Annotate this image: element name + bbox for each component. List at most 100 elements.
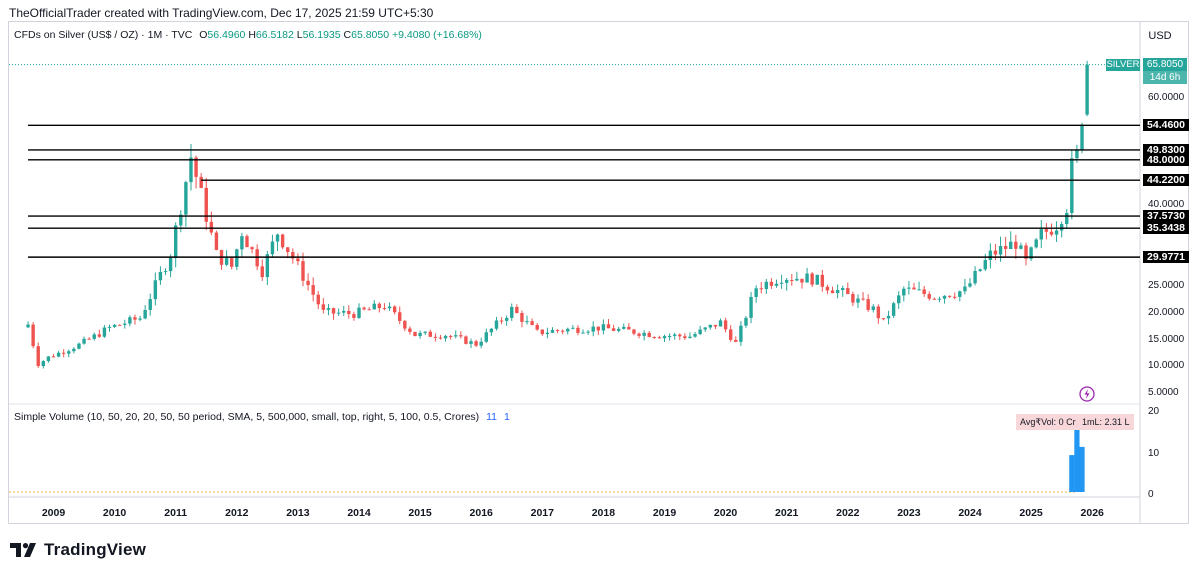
candle xyxy=(301,261,305,281)
candle xyxy=(357,307,361,318)
level-price-label: 44.2200 xyxy=(1143,174,1189,187)
candle xyxy=(841,288,845,291)
candle xyxy=(265,254,270,278)
candle xyxy=(713,324,718,327)
candle xyxy=(31,324,35,347)
candle xyxy=(958,291,962,297)
candle xyxy=(1054,230,1059,235)
volume-value-a: 11 xyxy=(486,411,498,423)
chart-panel[interactable] xyxy=(8,21,1189,524)
x-tick-label: 2009 xyxy=(42,507,66,519)
candle xyxy=(515,306,519,313)
candle xyxy=(1070,158,1074,213)
candle xyxy=(107,326,112,328)
candle xyxy=(1085,64,1089,115)
candle xyxy=(1019,245,1023,249)
candle xyxy=(861,298,865,300)
open-value: 56.4960 xyxy=(207,29,246,41)
level-price-label: 48.0000 xyxy=(1143,153,1189,166)
tradingview-logo-icon xyxy=(10,543,36,557)
candle xyxy=(286,247,290,253)
x-tick-label: 2016 xyxy=(470,507,494,519)
volume-tick-label: 20 xyxy=(1148,406,1160,417)
volume-tick-label: 10 xyxy=(1148,448,1160,459)
candle xyxy=(342,310,346,313)
candle xyxy=(596,326,601,331)
candle xyxy=(810,273,814,285)
candle xyxy=(846,288,850,295)
currency-button[interactable]: USD xyxy=(1148,30,1172,42)
volume-legend-text: Simple Volume (10, 50, 20, 20, 50, 50 pe… xyxy=(14,411,480,423)
low-label: L xyxy=(296,29,303,41)
high-label: H xyxy=(248,29,256,41)
candle xyxy=(718,320,723,327)
candle xyxy=(443,335,448,339)
candle xyxy=(61,352,66,354)
attribution-text: TheOfficialTrader created with TradingVi… xyxy=(9,6,434,20)
candle xyxy=(250,247,254,250)
candle xyxy=(820,274,825,287)
candle xyxy=(387,306,392,309)
candle xyxy=(347,310,351,315)
candle xyxy=(204,187,208,222)
open-label: O xyxy=(199,29,208,41)
candle xyxy=(36,346,40,367)
candle xyxy=(647,332,651,338)
candle xyxy=(138,318,142,320)
candle xyxy=(199,176,203,188)
candle xyxy=(372,303,376,310)
candle xyxy=(392,306,397,313)
candle xyxy=(703,327,707,330)
candle xyxy=(464,336,468,344)
candle xyxy=(102,327,107,337)
candle xyxy=(382,308,387,310)
brand-logo[interactable]: TradingView xyxy=(10,540,146,560)
x-tick-label: 2014 xyxy=(347,507,371,519)
symbol-legend[interactable]: CFDs on Silver (US$ / OZ) · 1M · TVC O56… xyxy=(14,29,482,41)
volume-bar xyxy=(1074,414,1080,492)
candle xyxy=(123,323,127,325)
candle xyxy=(352,314,356,318)
candle xyxy=(87,338,91,340)
candle xyxy=(632,329,636,334)
candle xyxy=(601,324,606,331)
candle xyxy=(881,318,886,320)
candle xyxy=(230,258,234,267)
candle xyxy=(26,324,30,328)
volume-legend[interactable]: Simple Volume (10, 50, 20, 20, 50, 50 pe… xyxy=(14,411,510,423)
candle xyxy=(917,289,921,291)
candle xyxy=(576,327,580,333)
candle xyxy=(336,312,341,314)
level-price-label: 29.9771 xyxy=(1143,251,1189,264)
candle xyxy=(1003,246,1008,249)
candle xyxy=(174,225,178,258)
candle xyxy=(306,280,310,286)
candle xyxy=(408,328,412,332)
candle xyxy=(622,326,626,329)
candle xyxy=(642,332,646,336)
avg-volume-badge: Avg₹Vol: 0 Cr xyxy=(1016,414,1080,430)
candle xyxy=(82,338,86,344)
candle xyxy=(377,303,382,309)
candle xyxy=(403,320,407,329)
candle xyxy=(540,329,544,335)
symbol-description: CFDs on Silver (US$ / OZ) · 1M · TVC xyxy=(14,29,193,41)
candle xyxy=(912,287,916,290)
candle xyxy=(856,298,860,303)
candle xyxy=(504,317,509,321)
candle xyxy=(296,258,300,262)
candle xyxy=(413,331,417,337)
candle xyxy=(998,246,1003,255)
candle xyxy=(520,312,524,322)
lightning-icon[interactable] xyxy=(1079,386,1095,402)
low-value: 56.1935 xyxy=(302,29,341,41)
x-tick-label: 2023 xyxy=(897,507,921,519)
candle xyxy=(331,308,336,314)
y-tick-label: 20.0000 xyxy=(1148,307,1185,318)
candle xyxy=(973,270,977,284)
brand-name: TradingView xyxy=(44,540,147,559)
x-tick-label: 2017 xyxy=(531,507,555,519)
candle xyxy=(1049,231,1054,235)
